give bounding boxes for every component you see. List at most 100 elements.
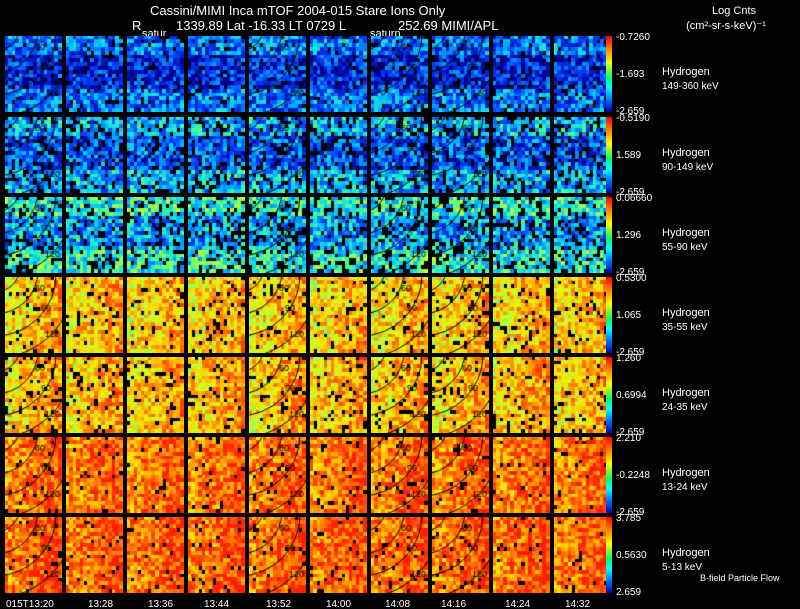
species-label: Hydrogen xyxy=(662,547,710,559)
energetic-neutral-image-panel xyxy=(188,277,245,353)
colorbar xyxy=(606,197,612,273)
flow-legend-note: B-field Particle Flow xyxy=(700,573,780,583)
position-values: 1339.89 Lat -16.33 LT 0729 L xyxy=(176,18,347,33)
energetic-neutral-image-panel xyxy=(554,36,611,112)
energetic-neutral-image-panel xyxy=(127,517,184,593)
energetic-neutral-image-panel xyxy=(249,36,306,112)
colorbar-mid-label: 1.065 xyxy=(616,310,642,321)
colorbar-max-label: 3.785 xyxy=(616,513,642,524)
r-label: R xyxy=(132,18,142,33)
l-value-and-source: 252.69 MIMI/APL xyxy=(398,18,499,33)
energetic-neutral-image-panel xyxy=(371,117,428,193)
energy-range-label: 149-360 keV xyxy=(662,81,719,92)
energetic-neutral-image-panel xyxy=(493,36,550,112)
energetic-neutral-image-panel xyxy=(188,437,245,513)
energetic-neutral-image-panel xyxy=(127,36,184,112)
energetic-neutral-image-panel xyxy=(493,197,550,273)
time-tick-label: 13:28 xyxy=(88,599,114,609)
energetic-neutral-image-panel xyxy=(249,117,306,193)
energetic-neutral-image-panel xyxy=(5,357,62,433)
energetic-neutral-image-panel xyxy=(188,197,245,273)
energy-range-label: 24-35 keV xyxy=(662,402,708,413)
energetic-neutral-image-panel xyxy=(432,36,489,112)
energetic-neutral-image-panel xyxy=(188,357,245,433)
energetic-neutral-image-panel xyxy=(554,117,611,193)
energetic-neutral-image-panel xyxy=(188,117,245,193)
energetic-neutral-image-panel xyxy=(5,36,62,112)
species-label: Hydrogen xyxy=(662,147,710,159)
time-tick-label: 14:00 xyxy=(326,599,352,609)
energetic-neutral-image-panel xyxy=(127,117,184,193)
energetic-neutral-image-panel xyxy=(371,277,428,353)
plot-title: Cassini/MIMI Inca mTOF 2004-015 Stare Io… xyxy=(150,3,446,18)
energetic-neutral-image-panel xyxy=(66,437,123,513)
energetic-neutral-image-panel xyxy=(371,197,428,273)
time-tick-label: 14:32 xyxy=(565,599,591,609)
colorbar xyxy=(606,517,612,593)
energetic-neutral-image-panel xyxy=(249,357,306,433)
energy-range-label: 13-24 keV xyxy=(662,482,708,493)
colorbar-min-label: 2.659 xyxy=(616,587,642,598)
time-tick-label: 13:36 xyxy=(148,599,174,609)
time-tick-label: 015T13:20 xyxy=(6,599,54,609)
energetic-neutral-image-panel xyxy=(310,517,367,593)
energetic-neutral-image-panel xyxy=(310,277,367,353)
energetic-neutral-image-panel xyxy=(66,357,123,433)
colorbar-mid-label: -1.693 xyxy=(616,69,645,80)
time-tick-label: 14:16 xyxy=(441,599,467,609)
species-label: Hydrogen xyxy=(662,387,710,399)
energy-range-label: 90-149 keV xyxy=(662,162,714,173)
colorbar-mid-label: 1.296 xyxy=(616,230,642,241)
energetic-neutral-image-panel xyxy=(493,117,550,193)
energetic-neutral-image-panel xyxy=(371,437,428,513)
energetic-neutral-image-panel xyxy=(371,357,428,433)
energetic-neutral-image-panel xyxy=(371,36,428,112)
energy-range-label: 35-55 keV xyxy=(662,322,708,333)
legend-title: Log Cnts xyxy=(711,5,757,17)
colorbar-mid-label: 0.6994 xyxy=(616,390,647,401)
colorbar xyxy=(606,36,612,112)
colorbar-min-label: -2.659 xyxy=(616,106,645,117)
energetic-neutral-image-panel xyxy=(127,357,184,433)
energetic-neutral-image-panel xyxy=(249,437,306,513)
energetic-neutral-image-panel xyxy=(493,357,550,433)
colorbar-min-label: -2.659 xyxy=(616,507,645,518)
energetic-neutral-image-panel xyxy=(5,197,62,273)
colorbar-max-label: 2.210 xyxy=(616,433,642,444)
legend-units: (cm²-sr-s-keV)⁻¹ xyxy=(686,20,766,32)
colorbar-max-label: 1.260 xyxy=(616,353,642,364)
energetic-neutral-image-panel xyxy=(493,277,550,353)
energetic-neutral-image-panel xyxy=(310,117,367,193)
species-label: Hydrogen xyxy=(662,467,710,479)
colorbar-max-label: 0.06660 xyxy=(616,193,653,204)
energetic-neutral-image-panel xyxy=(554,357,611,433)
energetic-neutral-image-panel xyxy=(554,517,611,593)
energetic-neutral-image-panel xyxy=(310,437,367,513)
colorbar-max-label: 0.5300 xyxy=(616,273,647,284)
energetic-neutral-image-panel xyxy=(432,437,489,513)
energetic-neutral-image-panel xyxy=(493,437,550,513)
colorbar xyxy=(606,117,612,193)
colorbar-mid-label: 1.589 xyxy=(616,150,642,161)
time-tick-label: 14:24 xyxy=(505,599,531,609)
energetic-neutral-image-panel xyxy=(249,517,306,593)
energetic-neutral-image-panel xyxy=(5,277,62,353)
energetic-neutral-image-panel xyxy=(66,277,123,353)
energy-range-label: 55-90 keV xyxy=(662,242,708,253)
time-tick-label: 13:52 xyxy=(266,599,292,609)
energetic-neutral-image-panel xyxy=(249,277,306,353)
energetic-neutral-image-panel xyxy=(310,36,367,112)
colorbar-mid-label: -0.2248 xyxy=(616,470,650,481)
energetic-neutral-image-panel xyxy=(554,437,611,513)
energetic-neutral-image-panel xyxy=(188,517,245,593)
energetic-neutral-image-panel xyxy=(5,517,62,593)
colorbar-min-label: -2.659 xyxy=(616,187,645,198)
energetic-neutral-image-panel xyxy=(432,277,489,353)
energetic-neutral-image-panel xyxy=(554,277,611,353)
energetic-neutral-image-panel xyxy=(66,517,123,593)
colorbar-mid-label: 0.5630 xyxy=(616,550,647,561)
energetic-neutral-image-panel xyxy=(127,277,184,353)
energetic-neutral-image-panel xyxy=(249,197,306,273)
energetic-neutral-image-panel xyxy=(310,197,367,273)
